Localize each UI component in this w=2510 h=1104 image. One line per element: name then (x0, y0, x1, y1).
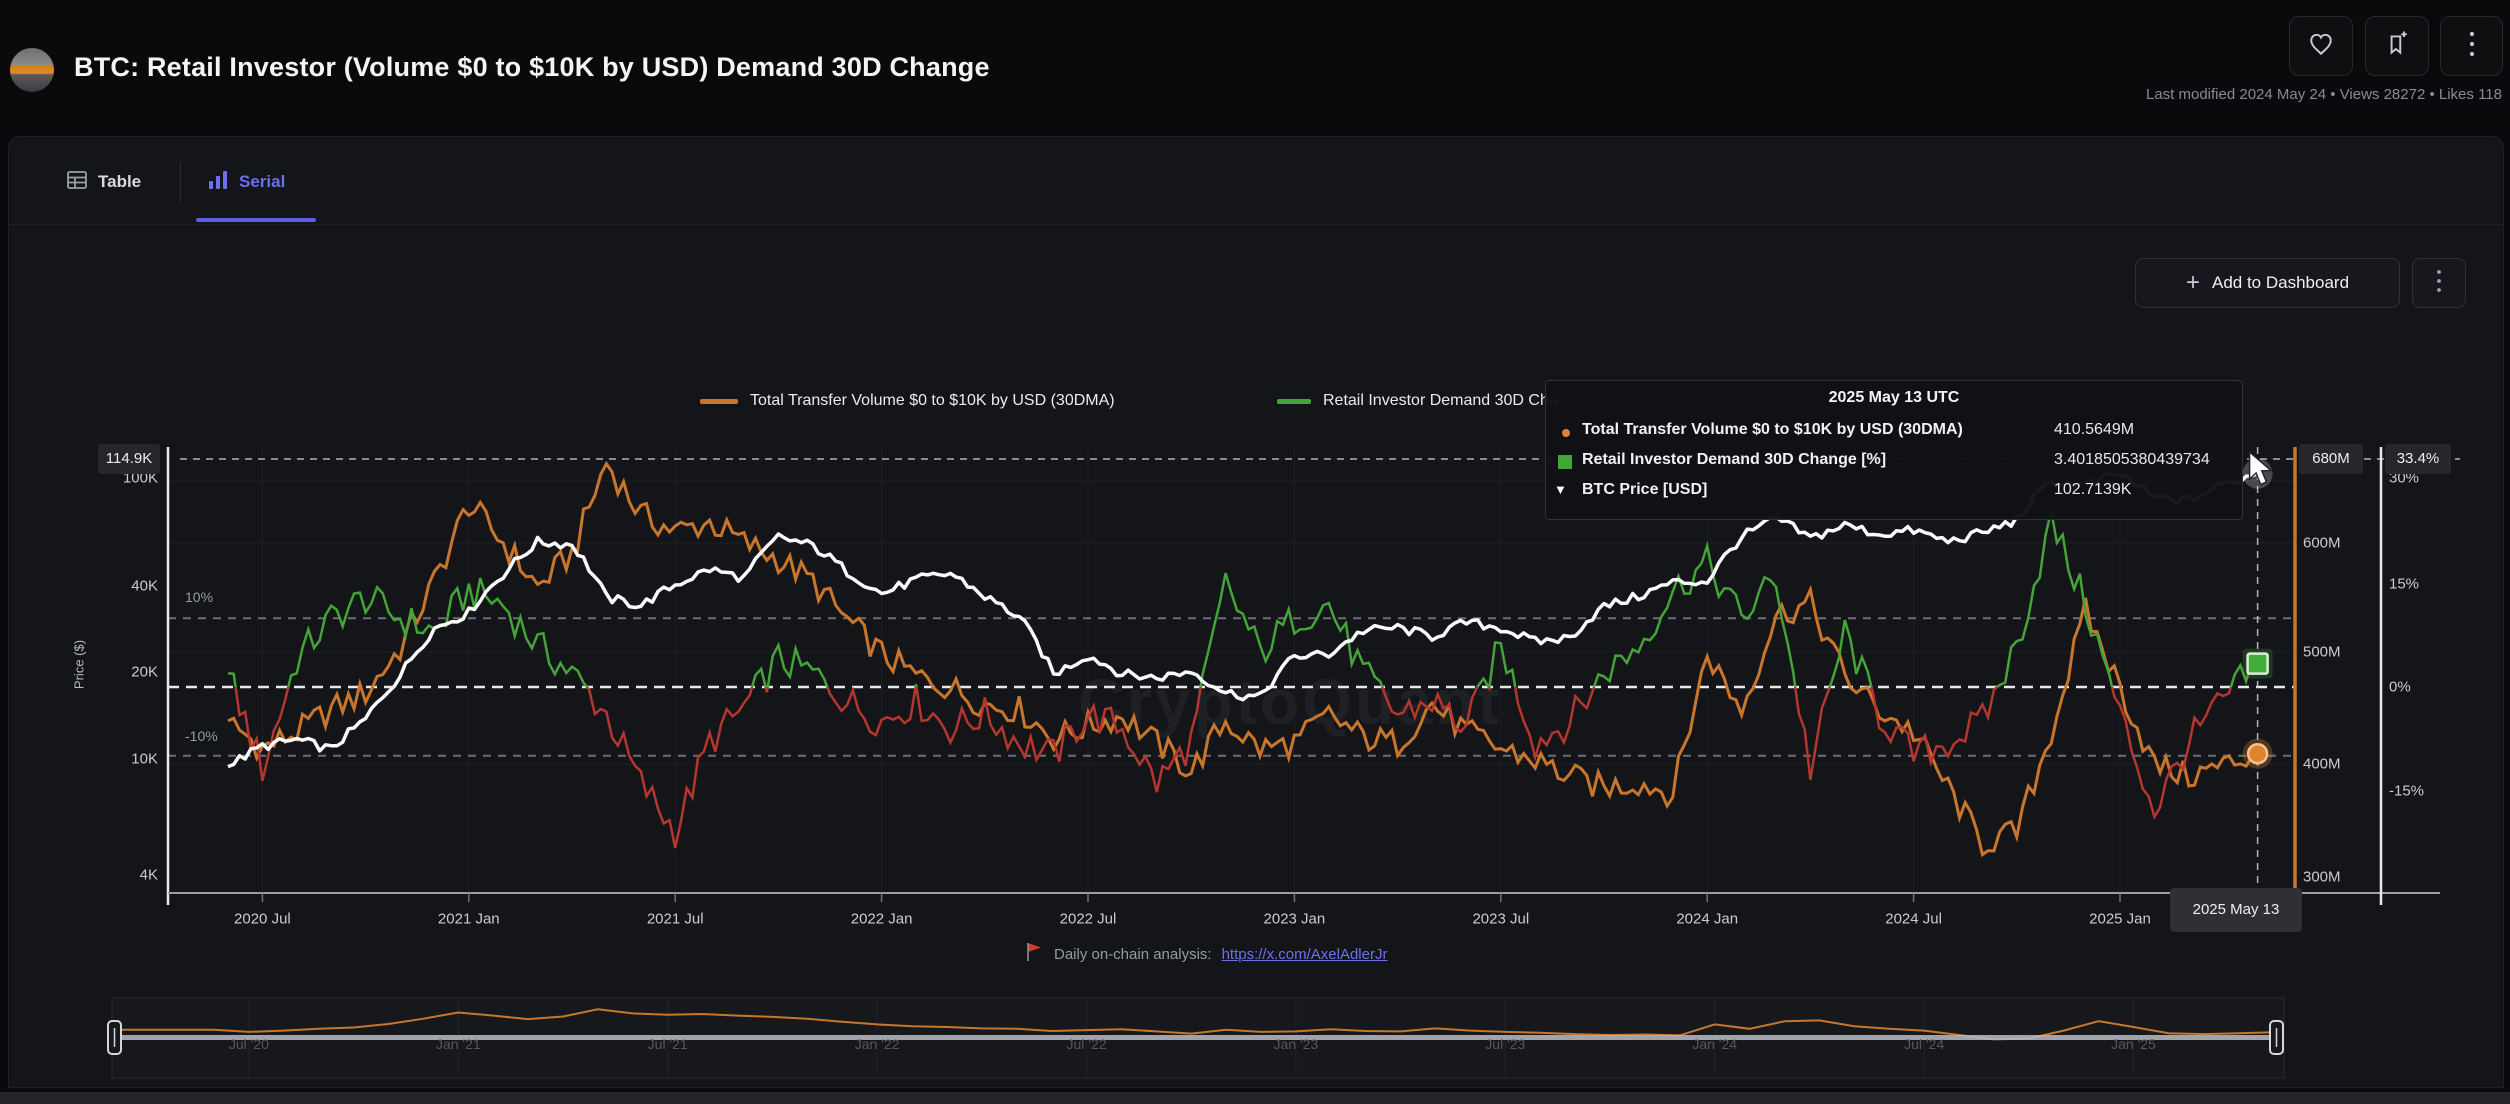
navigator-tick-label: Jan '21 (435, 1036, 481, 1052)
author-avatar[interactable] (10, 48, 54, 92)
x-tick-label: 2021 Jul (646, 910, 704, 928)
crosshair-price-badge: 114.9K (98, 444, 160, 474)
navigator-tick-label: Jan '23 (1273, 1036, 1319, 1052)
ref-line-label-minus10: -10% (185, 728, 218, 744)
volume-tick-label: 400M (2303, 755, 2341, 773)
tooltip-series-value: 410.5649M (2054, 421, 2135, 438)
chart-footnote: Daily on-chain analysis: https://x.com/A… (1026, 942, 1387, 966)
x-tick-label: 2021 Jan (437, 910, 500, 928)
crosshair-percent-badge: 33.4% (2385, 444, 2451, 474)
tooltip-row: Retail Investor Demand 30D Change [%] 3.4… (1546, 451, 2242, 477)
series-dot-icon (1562, 429, 1570, 437)
volume-tick-label: 500M (2303, 643, 2341, 661)
x-tick-label: 2023 Jan (1263, 910, 1326, 928)
flag-icon (1026, 942, 1044, 966)
navigator-tick-label: Jul '21 (647, 1036, 688, 1052)
active-tab-underline (196, 218, 316, 222)
navigator-tick-label: Jan '25 (2111, 1036, 2156, 1052)
price-axis-title: Price ($) (71, 639, 87, 690)
volume-tick-label: 600M (2303, 534, 2341, 552)
x-tick-label: 2025 Jan (2089, 910, 2151, 928)
kebab-menu-icon (2436, 269, 2442, 298)
legend-label-demand: Retail Investor Demand 30D Cha (1323, 392, 1558, 409)
heart-icon (2308, 31, 2334, 62)
legend-item-demand[interactable]: Retail Investor Demand 30D Cha (1277, 392, 1558, 410)
page-title: BTC: Retail Investor (Volume $0 to $10K … (74, 52, 990, 82)
tab-serial-label: Serial (239, 172, 286, 191)
page-scrollbar[interactable] (0, 1092, 2510, 1104)
chart-more-button[interactable] (2412, 258, 2466, 308)
navigator-tick-label: Jan '24 (1692, 1036, 1738, 1052)
x-tick-label: 2022 Jan (850, 910, 913, 928)
tabrow-divider (8, 224, 2502, 225)
bar-chart-icon (207, 169, 229, 196)
navigator-tick-label: Jul '22 (1066, 1036, 1107, 1052)
price-tick-label: 40K (131, 577, 158, 595)
crosshair-volume-badge: 680M (2299, 444, 2363, 474)
x-tick-label: 2024 Jul (1885, 910, 1942, 928)
tab-separator (180, 162, 181, 202)
navigator-tick-label: Jul '20 (228, 1036, 269, 1052)
x-tick-label: 2023 Jul (1472, 910, 1530, 928)
volume-tick-label: 300M (2303, 868, 2341, 886)
tooltip-series-value: 102.7139K (2054, 481, 2132, 498)
like-button[interactable] (2289, 16, 2353, 76)
tab-table[interactable]: Table (66, 160, 141, 204)
tooltip-date-title: 2025 May 13 UTC (1828, 389, 1960, 406)
navigator-series (116, 1008, 2276, 1041)
x-tick-label: 2020 Jul (234, 910, 291, 928)
legend-label-volume: Total Transfer Volume $0 to $10K by USD … (750, 392, 1115, 409)
tooltip-series-value: 3.4018505380439734 (2054, 451, 2210, 468)
header-more-button[interactable] (2440, 16, 2503, 76)
series-square-icon (1558, 455, 1572, 469)
plus-icon: + (2185, 269, 2200, 296)
tooltip-series-name: Total Transfer Volume $0 to $10K by USD … (1582, 421, 1963, 438)
crosshair-date-badge: 2025 May 13 (2170, 888, 2302, 932)
series-triangle-icon: ▼ (1554, 482, 1567, 497)
price-tick-label: 20K (131, 663, 158, 681)
add-to-dashboard-button[interactable]: + Add to Dashboard (2135, 258, 2400, 308)
percent-tick-label: 15% (2389, 575, 2420, 593)
price-tick-label: 10K (131, 750, 158, 768)
ref-line-label-plus10: 10% (185, 589, 214, 605)
chart-tooltip: 2025 May 13 UTC Total Transfer Volume $0 … (1545, 380, 2243, 520)
percent-tick-label: 0% (2389, 678, 2411, 696)
bookmark-add-icon (2384, 31, 2410, 62)
navigator-tick-label: Jan '22 (854, 1036, 900, 1052)
footnote-link[interactable]: https://x.com/AxelAdlerJr (1221, 945, 1388, 963)
navigator-track (116, 1035, 2280, 1040)
tooltip-series-name: Retail Investor Demand 30D Change [%] (1582, 451, 1887, 468)
kebab-menu-icon (2468, 30, 2476, 63)
percent-tick-label: -15% (2389, 782, 2425, 800)
tab-serial[interactable]: Serial (207, 160, 285, 204)
x-tick-label: 2024 Jan (1676, 910, 1739, 928)
tooltip-series-name: BTC Price [USD] (1582, 481, 1708, 498)
add-to-dashboard-label: Add to Dashboard (2211, 273, 2350, 292)
table-icon (66, 169, 88, 196)
mouse-cursor-icon (2248, 450, 2274, 486)
tooltip-row: Total Transfer Volume $0 to $10K by USD … (1546, 421, 2242, 447)
footnote-text: Daily on-chain analysis: (1054, 945, 1212, 963)
bookmark-button[interactable] (2365, 16, 2429, 76)
navigator-tick-label: Jul '23 (1485, 1036, 1526, 1052)
x-tick-label: 2022 Jul (1059, 910, 1117, 928)
navigator-tick-label: Jul '24 (1904, 1036, 1945, 1052)
page-meta: Last modified 2024 May 24 • Views 28272 … (2145, 86, 2502, 103)
legend-item-volume[interactable]: Total Transfer Volume $0 to $10K by USD … (700, 392, 1115, 410)
legend-swatch-demand (1277, 398, 1311, 404)
legend-swatch-volume (700, 398, 738, 404)
tab-table-label: Table (98, 172, 142, 191)
price-tick-label: 4K (139, 866, 158, 884)
navigator-handle-right (2269, 1020, 2284, 1055)
navigator-handle-left (107, 1020, 122, 1055)
tooltip-row: ▼ BTC Price [USD] 102.7139K (1546, 481, 2242, 507)
